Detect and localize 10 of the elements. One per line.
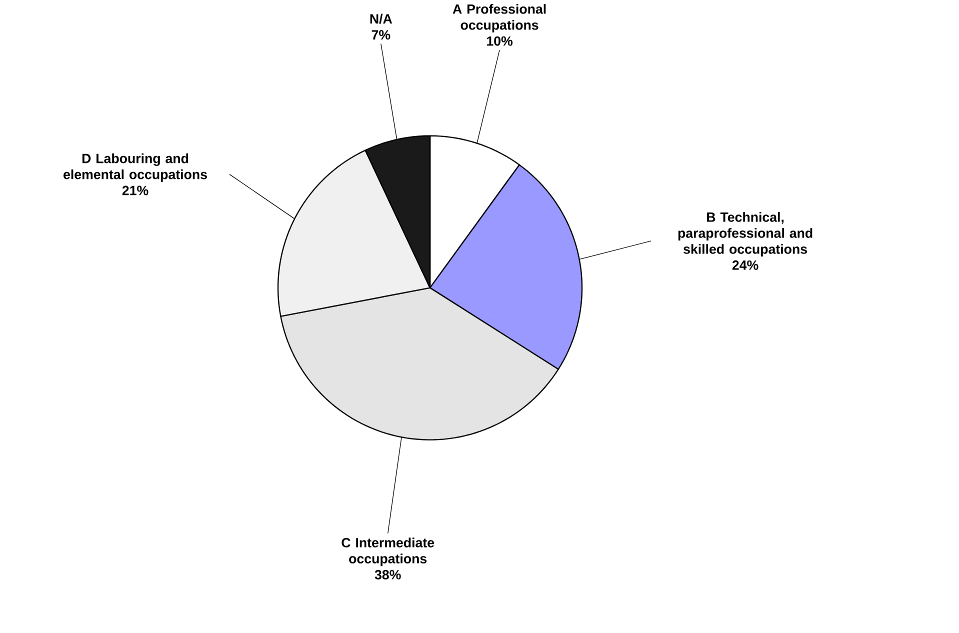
data-label: 7% <box>372 30 390 40</box>
data-label: 24% <box>732 260 758 270</box>
data-label: 10% <box>487 36 513 46</box>
slice-label: N/A <box>370 14 392 24</box>
data-label: 38% <box>374 570 401 580</box>
slice-label: C Intermediate occupations <box>342 538 434 566</box>
slice-label: A Professional occupations <box>452 4 546 33</box>
slice-label: D Labouring and elemental occupations <box>64 154 207 182</box>
slice-label: B Technical, paraprofessional and skilled occupations <box>678 212 812 257</box>
data-label: 21% <box>122 186 148 196</box>
